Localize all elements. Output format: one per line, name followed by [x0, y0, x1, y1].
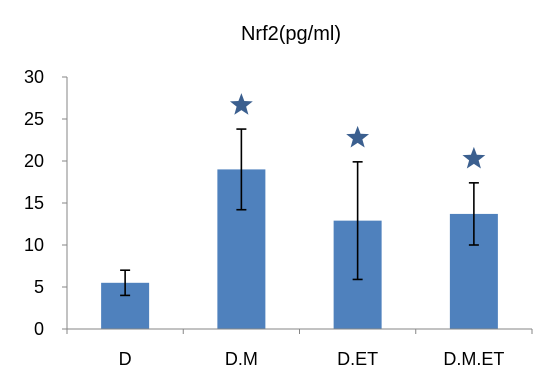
y-tick-label-4: 20	[24, 151, 44, 171]
error-bar-2	[352, 161, 363, 281]
y-tick-label-1: 5	[34, 277, 44, 297]
y-tick-label-6: 30	[24, 67, 44, 87]
y-tick-label-3: 15	[24, 193, 44, 213]
x-tick-label-3: D.M.ET	[443, 349, 504, 369]
x-tick-label-1: D.M	[225, 349, 258, 369]
x-tick-label-0: D	[119, 349, 132, 369]
significance-star-icon-2	[346, 125, 370, 148]
bars	[101, 169, 498, 329]
y-tick-label-2: 10	[24, 235, 44, 255]
y-axis-ticks: 0 5 10 15 20 25 30	[24, 67, 44, 339]
error-bar-1	[236, 128, 247, 211]
chart-title: Nrf2(pg/ml)	[241, 23, 341, 45]
y-tick-label-0: 0	[34, 319, 44, 339]
x-axis-labels: D D.M D.ET D.M.ET	[119, 349, 505, 369]
error-bars	[120, 128, 479, 297]
significance-markers	[229, 93, 486, 169]
error-bar-3	[468, 182, 479, 246]
x-tick-label-2: D.ET	[337, 349, 378, 369]
y-tick-label-5: 25	[24, 109, 44, 129]
error-bar-0	[120, 269, 131, 297]
significance-star-icon-3	[462, 146, 486, 169]
axes	[62, 76, 533, 334]
significance-star-icon-1	[229, 93, 253, 115]
